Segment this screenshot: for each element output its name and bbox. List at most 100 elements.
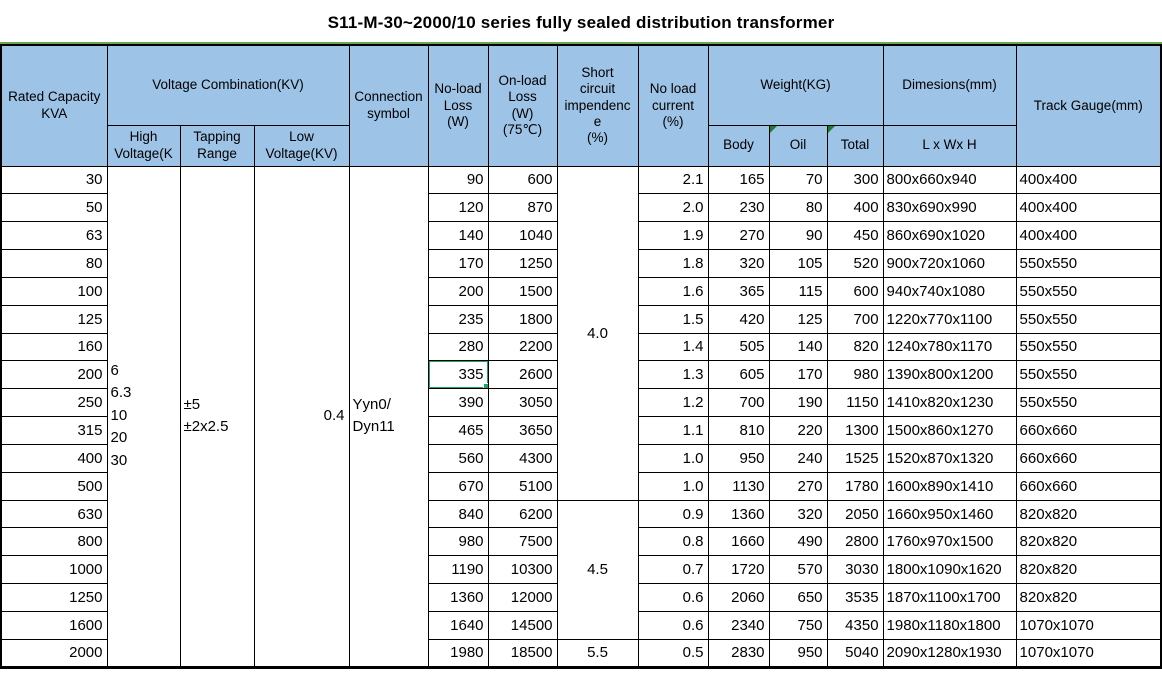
header-weight-body[interactable]: Body <box>707 124 770 167</box>
cell-weight-oil[interactable]: 490 <box>768 527 828 557</box>
header-weight-total[interactable]: Total <box>826 124 884 167</box>
cell-rated-capacity[interactable]: 200 <box>0 360 108 390</box>
cell-weight-oil[interactable]: 220 <box>768 416 828 445</box>
cell-weight-total[interactable]: 1525 <box>826 443 884 473</box>
cell-weight-oil[interactable]: 125 <box>768 304 828 334</box>
cell-weight-body[interactable]: 700 <box>707 388 770 418</box>
cell-weight-total[interactable]: 600 <box>826 276 884 306</box>
cell-dimensions[interactable]: 830x690x990 <box>882 193 1017 223</box>
cell-track-gauge[interactable]: 820x820 <box>1015 555 1162 585</box>
cell-rated-capacity[interactable]: 500 <box>0 471 108 501</box>
header-weight[interactable]: Weight(KG) <box>707 44 884 126</box>
cell-rated-capacity[interactable]: 63 <box>0 221 108 251</box>
cell-weight-body[interactable]: 230 <box>707 193 770 223</box>
cell-track-gauge[interactable]: 550x550 <box>1015 304 1162 334</box>
cell-noload-loss[interactable]: 390 <box>427 388 489 418</box>
cell-dimensions[interactable]: 1870x1100x1700 <box>882 583 1017 612</box>
cell-weight-body[interactable]: 810 <box>707 416 770 445</box>
fill-handle[interactable] <box>482 383 488 388</box>
cell-onload-loss[interactable]: 1040 <box>487 221 558 251</box>
cell-rated-capacity[interactable]: 125 <box>0 304 108 334</box>
cell-weight-body[interactable]: 320 <box>707 249 770 278</box>
cell-dimensions[interactable]: 1240x780x1170 <box>882 332 1017 362</box>
cell-onload-loss[interactable]: 1800 <box>487 304 558 334</box>
cell-dimensions[interactable]: 1410x820x1230 <box>882 388 1017 418</box>
cell-weight-body[interactable]: 505 <box>707 332 770 362</box>
cell-tapping-range[interactable]: ±5 ±2x2.5 <box>179 165 255 668</box>
cell-noload-loss[interactable]: 1640 <box>427 611 489 640</box>
cell-noload-loss[interactable]: 980 <box>427 527 489 557</box>
cell-dimensions[interactable]: 1220x770x1100 <box>882 304 1017 334</box>
header-lwh[interactable]: L x Wx H <box>882 124 1017 167</box>
cell-dimensions[interactable]: 1600x890x1410 <box>882 471 1017 501</box>
cell-onload-loss[interactable]: 1500 <box>487 276 558 306</box>
cell-noload-current[interactable]: 1.0 <box>637 471 709 501</box>
cell-track-gauge[interactable]: 550x550 <box>1015 388 1162 418</box>
cell-track-gauge[interactable]: 550x550 <box>1015 360 1162 390</box>
cell-onload-loss[interactable]: 2600 <box>487 360 558 390</box>
header-tapping-range[interactable]: Tapping Range <box>179 124 255 167</box>
cell-weight-total[interactable]: 1780 <box>826 471 884 501</box>
cell-onload-loss[interactable]: 870 <box>487 193 558 223</box>
cell-noload-loss[interactable]: 200 <box>427 276 489 306</box>
cell-weight-total[interactable]: 450 <box>826 221 884 251</box>
header-low-voltage[interactable]: Low Voltage(KV) <box>253 124 350 167</box>
cell-noload-loss[interactable]: 280 <box>427 332 489 362</box>
cell-track-gauge[interactable]: 400x400 <box>1015 165 1162 195</box>
cell-high-voltage[interactable]: 6 6.3 10 20 30 <box>106 165 181 668</box>
cell-rated-capacity[interactable]: 800 <box>0 527 108 557</box>
cell-short-circuit-impedance[interactable]: 5.5 <box>556 638 639 668</box>
cell-weight-body[interactable]: 950 <box>707 443 770 473</box>
cell-onload-loss[interactable]: 18500 <box>487 638 558 668</box>
cell-onload-loss[interactable]: 10300 <box>487 555 558 585</box>
cell-weight-total[interactable]: 2800 <box>826 527 884 557</box>
header-weight-oil[interactable]: Oil <box>768 124 828 167</box>
cell-weight-oil[interactable]: 105 <box>768 249 828 278</box>
cell-track-gauge[interactable]: 550x550 <box>1015 276 1162 306</box>
cell-noload-current[interactable]: 1.8 <box>637 249 709 278</box>
cell-onload-loss[interactable]: 600 <box>487 165 558 195</box>
cell-track-gauge[interactable]: 550x550 <box>1015 332 1162 362</box>
cell-dimensions[interactable]: 1760x970x1500 <box>882 527 1017 557</box>
cell-rated-capacity[interactable]: 1000 <box>0 555 108 585</box>
cell-dimensions[interactable]: 2090x1280x1930 <box>882 638 1017 668</box>
cell-weight-body[interactable]: 605 <box>707 360 770 390</box>
header-onload-loss[interactable]: On-load Loss (W) (75℃) <box>487 44 558 167</box>
cell-dimensions[interactable]: 1520x870x1320 <box>882 443 1017 473</box>
cell-weight-body[interactable]: 1720 <box>707 555 770 585</box>
cell-rated-capacity[interactable]: 315 <box>0 416 108 445</box>
cell-onload-loss[interactable]: 2200 <box>487 332 558 362</box>
cell-noload-current[interactable]: 1.6 <box>637 276 709 306</box>
cell-weight-oil[interactable]: 570 <box>768 555 828 585</box>
header-high-voltage[interactable]: High Voltage(K <box>106 124 181 167</box>
cell-track-gauge[interactable]: 820x820 <box>1015 527 1162 557</box>
header-rated-capacity[interactable]: Rated Capacity KVA <box>0 44 108 167</box>
cell-weight-body[interactable]: 420 <box>707 304 770 334</box>
cell-weight-total[interactable]: 520 <box>826 249 884 278</box>
header-connection-symbol[interactable]: Connection symbol <box>348 44 429 167</box>
cell-noload-current[interactable]: 1.4 <box>637 332 709 362</box>
cell-onload-loss[interactable]: 6200 <box>487 499 558 529</box>
cell-onload-loss[interactable]: 14500 <box>487 611 558 640</box>
cell-noload-loss[interactable]: 120 <box>427 193 489 223</box>
cell-track-gauge[interactable]: 660x660 <box>1015 416 1162 445</box>
cell-weight-oil[interactable]: 70 <box>768 165 828 195</box>
selected-cell[interactable]: 335 <box>427 360 489 390</box>
cell-low-voltage[interactable]: 0.4 <box>253 165 350 668</box>
cell-weight-body[interactable]: 2060 <box>707 583 770 612</box>
cell-noload-current[interactable]: 0.6 <box>637 611 709 640</box>
cell-weight-total[interactable]: 700 <box>826 304 884 334</box>
cell-weight-total[interactable]: 4350 <box>826 611 884 640</box>
cell-noload-current[interactable]: 0.7 <box>637 555 709 585</box>
cell-weight-body[interactable]: 1360 <box>707 499 770 529</box>
header-noload-loss[interactable]: No-load Loss (W) <box>427 44 489 167</box>
cell-rated-capacity[interactable]: 400 <box>0 443 108 473</box>
cell-onload-loss[interactable]: 1250 <box>487 249 558 278</box>
cell-weight-total[interactable]: 300 <box>826 165 884 195</box>
cell-rated-capacity[interactable]: 30 <box>0 165 108 195</box>
cell-track-gauge[interactable]: 1070x1070 <box>1015 638 1162 668</box>
cell-dimensions[interactable]: 1390x800x1200 <box>882 360 1017 390</box>
cell-noload-loss[interactable]: 1190 <box>427 555 489 585</box>
cell-dimensions[interactable]: 800x660x940 <box>882 165 1017 195</box>
cell-onload-loss[interactable]: 5100 <box>487 471 558 501</box>
